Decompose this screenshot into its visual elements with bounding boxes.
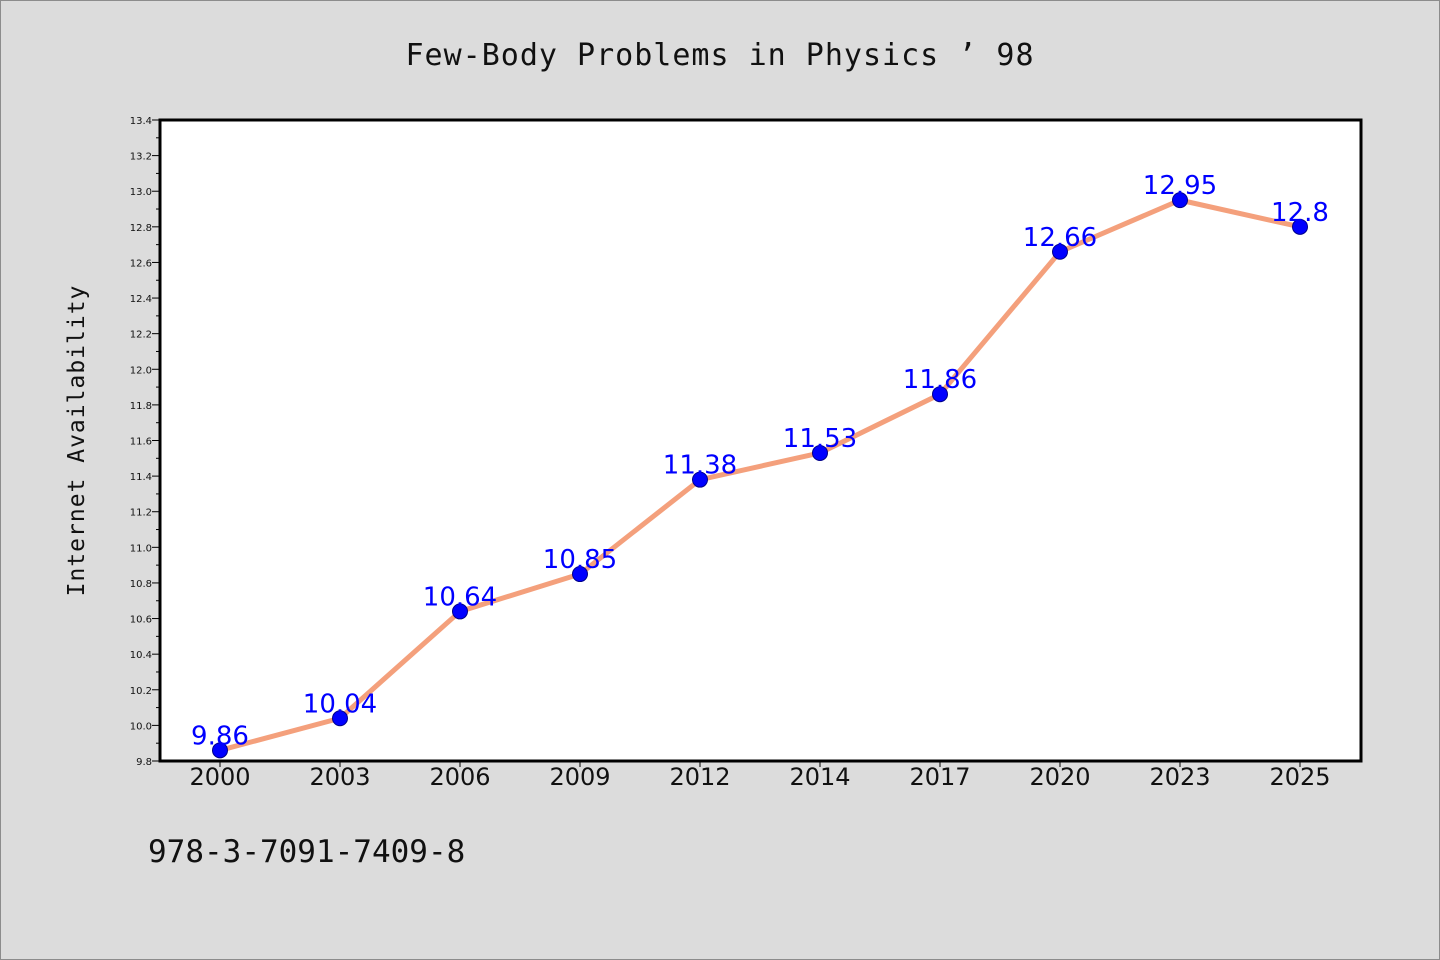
y-tick-label: 13.0	[130, 187, 152, 198]
y-tick-label: 12.0	[130, 365, 152, 376]
x-tick-label: 2017	[909, 763, 970, 791]
data-label: 9.86	[191, 721, 249, 751]
data-label: 11.38	[663, 451, 737, 481]
y-tick-label: 10.8	[130, 579, 152, 590]
y-axis-ticks: 9.8 10.0 10.2 10.4 10.6 10.8 11.0 11.2 11.4 11.6 1…	[130, 116, 160, 768]
x-tick-label: 2014	[789, 763, 850, 791]
y-tick-label: 11.6	[130, 437, 152, 448]
data-label: 11.86	[903, 365, 977, 395]
data-point	[572, 566, 588, 583]
y-tick-label: 10.6	[130, 615, 152, 626]
data-point	[812, 444, 828, 461]
y-tick-label: 10.0	[130, 721, 152, 732]
x-tick-label: 2009	[549, 763, 610, 791]
x-tick-label: 2020	[1029, 763, 1090, 791]
x-tick-label: 2023	[1149, 763, 1210, 791]
data-point	[452, 603, 468, 620]
data-point	[1052, 243, 1068, 260]
data-label: 11.53	[783, 424, 857, 454]
y-tick-label: 10.2	[130, 686, 152, 697]
x-tick-label: 2003	[309, 763, 370, 791]
x-tick-label: 2025	[1269, 763, 1330, 791]
plot-area	[158, 118, 1363, 763]
data-point	[932, 386, 948, 403]
y-tick-label: 11.4	[130, 472, 152, 483]
data-point	[1172, 192, 1188, 209]
y-tick-label: 10.4	[130, 650, 152, 661]
y-tick-label: 11.8	[130, 401, 152, 412]
data-labels: 9.86 10.04 10.64 10.85 11.38 11.53 11.86 12.66 1…	[191, 171, 1329, 751]
y-tick-label: 12.8	[130, 223, 152, 234]
x-tick-label: 2000	[189, 763, 250, 791]
y-tick-label: 12.6	[130, 258, 152, 269]
x-axis-ticks: 2000 2003 2006 2009 2012 2014 2017 2020 2023 2025	[189, 761, 1331, 791]
data-label: 12.8	[1271, 198, 1329, 228]
data-markers	[212, 192, 1308, 759]
series-line	[219, 197, 1301, 753]
y-axis-label: Internet Availability	[64, 285, 90, 597]
data-label: 10.64	[423, 582, 497, 612]
x-tick-label: 2012	[669, 763, 730, 791]
data-point	[212, 742, 228, 759]
y-tick-label: 9.8	[136, 757, 152, 768]
chart-title: Few-Body Problems in Physics ’ 98	[405, 38, 1035, 73]
data-point	[1292, 218, 1308, 235]
y-tick-label: 13.4	[130, 116, 152, 127]
y-tick-label: 11.2	[130, 508, 152, 519]
data-label: 12.95	[1143, 171, 1217, 201]
footer-code: 978-3-7091-7409-8	[148, 834, 466, 870]
data-label: 10.85	[543, 545, 617, 575]
y-tick-label: 12.2	[130, 330, 152, 341]
y-tick-label: 12.4	[130, 294, 152, 305]
data-point	[332, 710, 348, 727]
data-point	[692, 471, 708, 488]
x-tick-label: 2006	[429, 763, 490, 791]
data-label: 12.66	[1023, 223, 1097, 253]
y-tick-label: 13.2	[130, 152, 152, 163]
y-tick-label: 11.0	[130, 543, 152, 554]
data-label: 10.04	[303, 689, 377, 719]
